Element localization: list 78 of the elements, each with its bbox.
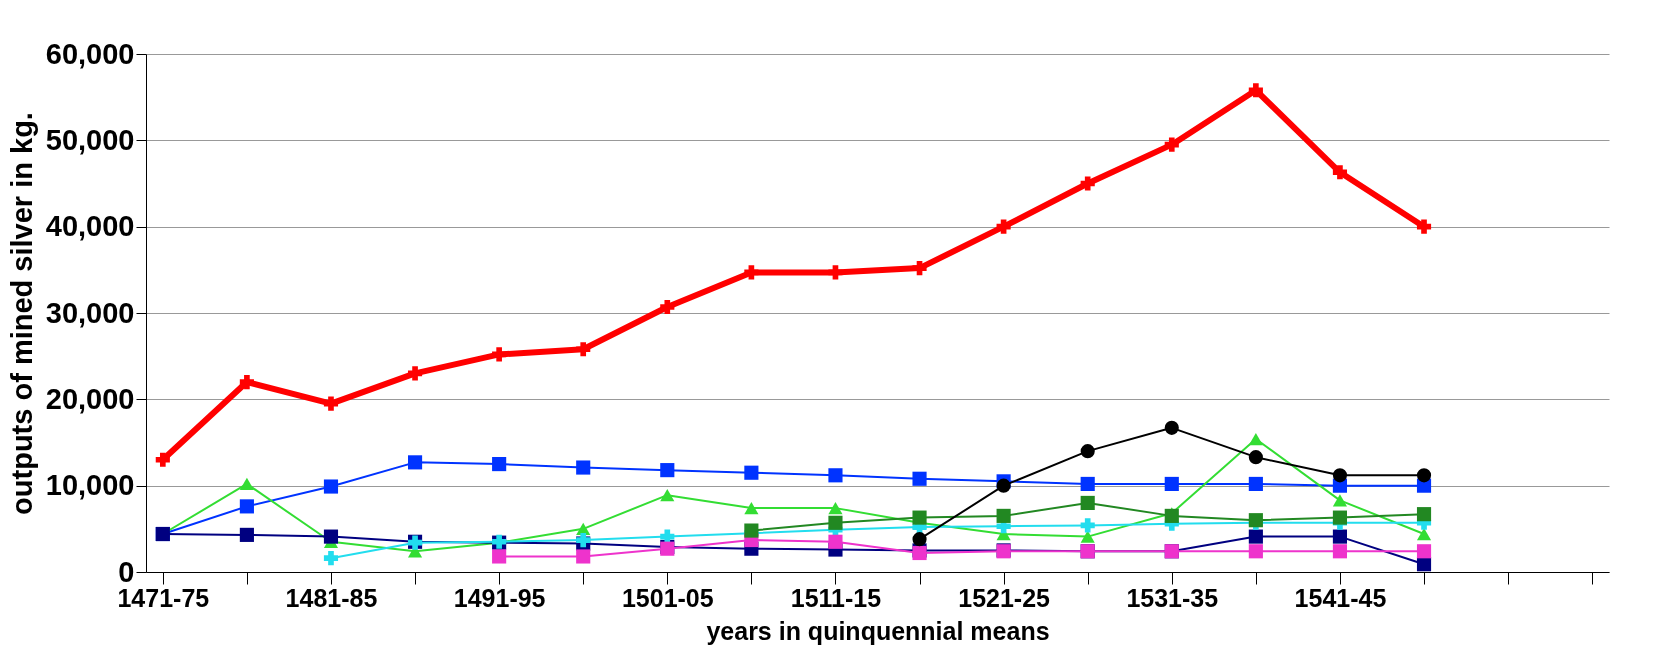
point	[1248, 544, 1263, 559]
point	[1164, 476, 1179, 492]
point	[1332, 529, 1348, 544]
point	[996, 478, 1011, 493]
point	[239, 375, 254, 390]
point	[155, 452, 170, 467]
point	[744, 501, 759, 515]
point	[912, 532, 927, 547]
point	[323, 396, 339, 411]
point	[1416, 468, 1432, 483]
point	[744, 265, 759, 280]
point	[407, 455, 423, 470]
x-tick-label: 1521-25	[958, 583, 1051, 612]
point	[239, 499, 254, 514]
point	[576, 532, 591, 548]
point	[1416, 527, 1432, 541]
y-tick-label: 40,000	[45, 210, 135, 243]
point	[996, 219, 1011, 234]
point	[492, 347, 507, 362]
x-tick-label: 1511-15	[790, 583, 882, 612]
point	[492, 549, 507, 564]
point	[828, 265, 843, 280]
point	[1164, 420, 1179, 435]
point	[1416, 557, 1432, 572]
point	[323, 479, 339, 494]
y-tick-label: 20,000	[45, 382, 135, 415]
y-tick-label: 60,000	[45, 37, 135, 70]
x-axis-title: years in quinquennial means	[706, 616, 1050, 645]
point	[1080, 530, 1095, 543]
point	[239, 527, 254, 542]
point	[660, 489, 675, 502]
point	[660, 299, 675, 315]
y-tick-label: 10,000	[45, 469, 135, 502]
point	[576, 460, 591, 475]
point	[1332, 510, 1348, 525]
x-tick-label: 1491-95	[453, 583, 546, 612]
point	[1332, 544, 1348, 559]
point	[1248, 450, 1263, 465]
point	[576, 342, 591, 357]
point	[407, 366, 423, 381]
point	[996, 508, 1011, 523]
point	[912, 471, 927, 486]
point	[1248, 432, 1263, 446]
y-tick-label: 50,000	[45, 123, 135, 156]
point	[912, 261, 927, 276]
point	[912, 510, 927, 525]
point	[744, 465, 759, 480]
x-tick-label: 1501-05	[621, 583, 714, 612]
point	[1080, 176, 1095, 191]
point	[1416, 219, 1432, 234]
point	[1080, 518, 1095, 533]
point	[1080, 476, 1095, 492]
point	[1248, 83, 1263, 98]
point	[323, 529, 339, 544]
point	[1416, 507, 1432, 522]
y-axis-title: outputs of mined silver in kg.	[5, 112, 38, 515]
point	[828, 468, 843, 483]
point	[1164, 137, 1179, 152]
y-tick-label: 30,000	[45, 296, 135, 329]
point	[492, 457, 507, 472]
point	[576, 549, 591, 564]
point	[828, 515, 843, 530]
x-tick-label: 1481-85	[285, 583, 378, 612]
point	[828, 501, 843, 515]
point	[1080, 495, 1095, 510]
point	[828, 534, 843, 549]
x-tick-label: 1531-35	[1126, 583, 1219, 612]
point	[323, 551, 339, 566]
point	[1332, 165, 1348, 180]
point	[239, 477, 254, 491]
point	[1416, 544, 1432, 559]
point	[1332, 468, 1348, 483]
point	[1248, 529, 1263, 544]
x-tick-label: 1541-45	[1294, 583, 1387, 612]
point	[1080, 444, 1095, 459]
point	[660, 463, 675, 478]
point	[1248, 476, 1263, 492]
point	[1332, 494, 1348, 507]
